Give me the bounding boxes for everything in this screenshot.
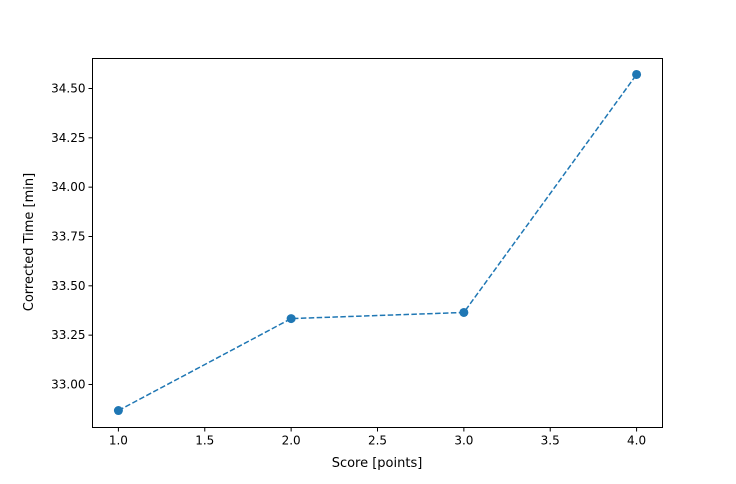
- series-line: [118, 74, 638, 412]
- y-axis-label: Corrected Time [min]: [22, 173, 37, 311]
- x-tick-label: 3.5: [541, 434, 560, 448]
- x-tick-label: 2.5: [368, 434, 387, 448]
- plot-frame: [92, 58, 663, 428]
- data-point: [459, 307, 469, 317]
- x-axis-label: Score [points]: [332, 456, 423, 471]
- data-point: [113, 406, 123, 416]
- y-tick-label: 33.25: [51, 328, 85, 342]
- x-tick-label: 4.0: [627, 434, 646, 448]
- x-tick-label: 2.0: [282, 434, 301, 448]
- x-tick-label: 1.0: [109, 434, 128, 448]
- y-tick-label: 34.50: [51, 81, 85, 95]
- y-tick-label: 34.25: [51, 131, 85, 145]
- x-tick-label: 3.0: [454, 434, 473, 448]
- x-tick-label: 1.5: [195, 434, 214, 448]
- y-tick-label: 33.75: [51, 229, 85, 243]
- y-tick-label: 33.50: [51, 279, 85, 293]
- y-tick-label: 33.00: [51, 377, 85, 391]
- y-tick-label: 34.00: [51, 180, 85, 194]
- data-point: [632, 69, 642, 79]
- data-point: [286, 314, 296, 324]
